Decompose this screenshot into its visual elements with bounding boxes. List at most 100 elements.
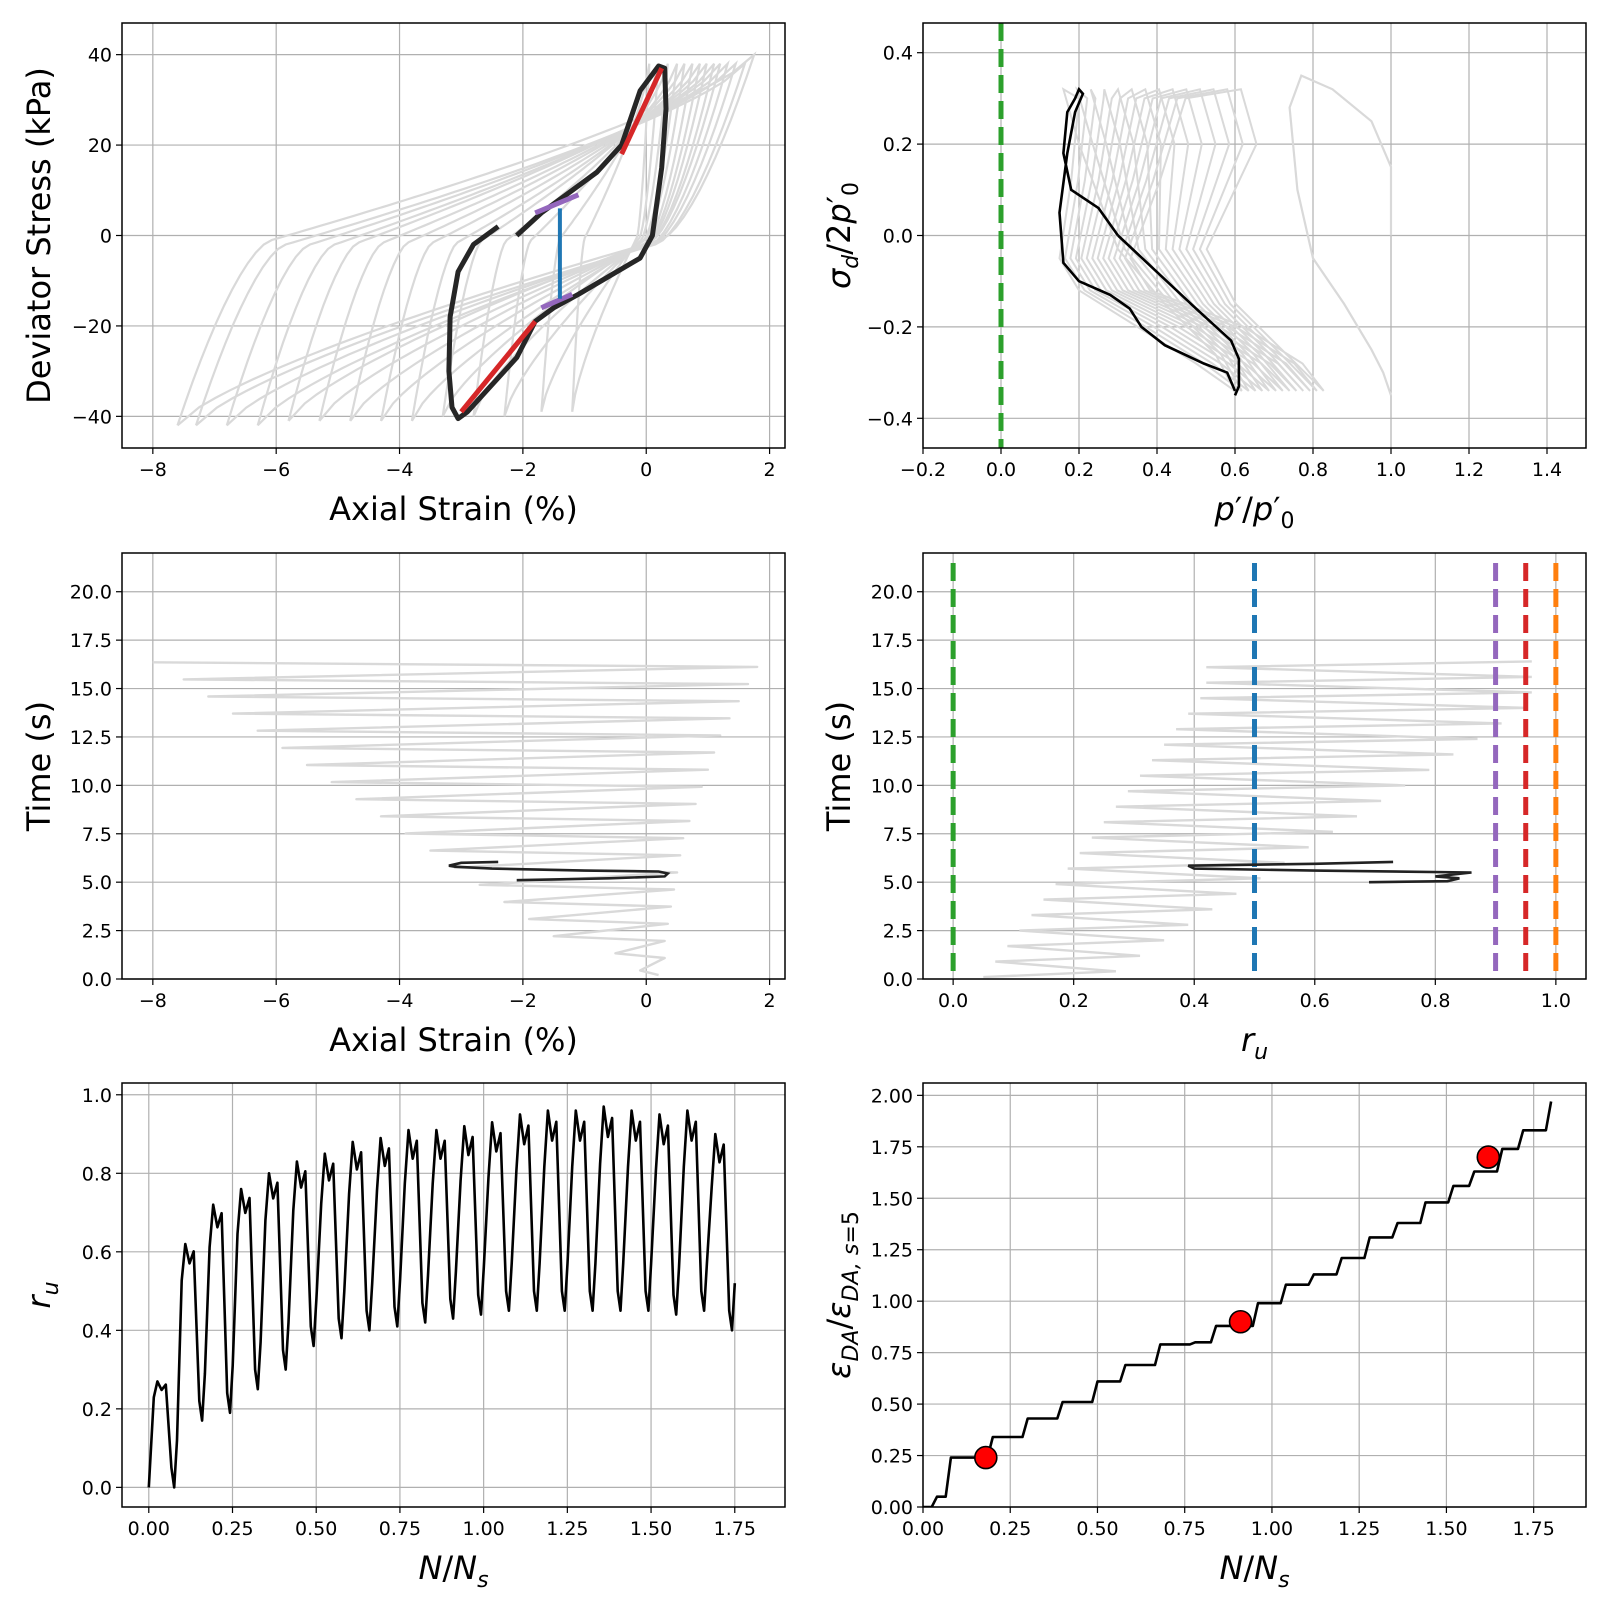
highlight-ru-history xyxy=(1187,860,1472,884)
background-loop xyxy=(571,63,651,412)
background-stress-path xyxy=(1102,88,1291,392)
p6-y-tick-label: 2.00 xyxy=(871,1085,913,1107)
background-strain-history xyxy=(152,661,759,977)
p2-y-tick-label: 0.0 xyxy=(883,226,913,248)
p6-x-tick-label: 1.00 xyxy=(1251,1518,1293,1540)
p2-y-tick-label: 0.2 xyxy=(883,134,913,156)
p4-y-tick-label: 0.0 xyxy=(883,969,913,991)
p2-y-tick-label: −0.4 xyxy=(867,408,913,430)
background-stress-path xyxy=(1118,88,1311,392)
p3-x-tick-label: −4 xyxy=(386,990,414,1012)
p3-x-tick-label: 0 xyxy=(640,990,652,1012)
p3-y-tick-label: 0.0 xyxy=(82,969,112,991)
stress-path-panel: −0.2 0.0 0.2 0.4 0.6 0.8 1.0 1.2 1.4 −0.4 −0.2 0.0 0… xyxy=(820,22,1587,534)
panel-1-data xyxy=(176,51,757,427)
p4-x-tick-label: 0.6 xyxy=(1300,990,1330,1012)
p3-y-tick-label: 5.0 xyxy=(82,872,112,894)
p2-y-tick-label: −0.2 xyxy=(867,317,913,339)
background-loop xyxy=(225,60,738,427)
p6-y-tick-label: 0.50 xyxy=(871,1394,913,1416)
p5-x-tick-label: 1.50 xyxy=(630,1518,672,1540)
highlight-loop xyxy=(446,63,669,422)
p5-x-tick-label: 0.00 xyxy=(128,1518,170,1540)
panel-6-y-label: εDA/εDA, s=5 xyxy=(820,1211,864,1379)
marker-point xyxy=(974,1445,998,1470)
p5-y-tick-label: 0.2 xyxy=(82,1399,112,1421)
panel-4-ticks: 0.0 0.2 0.4 0.6 0.8 1.0 0.0 2.5 5.0 7.5 10.0 12.5 15… xyxy=(871,582,1571,1012)
background-loop xyxy=(256,59,730,427)
p6-y-tick-label: 1.25 xyxy=(871,1240,913,1262)
p6-x-tick-label: 0.00 xyxy=(902,1518,944,1540)
p2-x-tick-label: 0.4 xyxy=(1142,459,1172,481)
background-stress-path xyxy=(1123,88,1318,392)
background-stress-path xyxy=(1069,88,1250,392)
background-loop xyxy=(410,63,694,422)
panel-3-data xyxy=(152,661,759,977)
p6-y-tick-label: 1.75 xyxy=(871,1137,913,1159)
p4-y-tick-label: 17.5 xyxy=(871,630,913,652)
p4-y-tick-label: 15.0 xyxy=(871,679,913,701)
background-loop xyxy=(441,63,686,417)
p4-x-tick-label: 0.2 xyxy=(1059,990,1089,1012)
first-cycle-path xyxy=(1288,74,1393,396)
time-vs-axial-strain-panel: −8 −6 −4 −2 0 20.02.55.07.510.012.515.017.520… xyxy=(20,552,786,1059)
background-loop xyxy=(503,63,669,417)
p1-x-tick-label: −8 xyxy=(139,459,167,481)
p5-x-tick-label: 0.50 xyxy=(295,1518,337,1540)
panel-5-x-label: N/Ns xyxy=(418,1549,488,1593)
p1-y-tick-label: 20 xyxy=(88,135,112,157)
p2-x-tick-label: 1.4 xyxy=(1532,459,1562,481)
ru-vs-cycles-panel: 0.00 0.25 0.50 0.75 1.00 1.25 1.50 1.75 0.0 0.2 0.… xyxy=(20,1082,786,1593)
p1-x-tick-label: −6 xyxy=(262,459,290,481)
p2-x-tick-label: 0.8 xyxy=(1298,459,1328,481)
double-amplitude-strain-vs-cycles-panel: 0.00 0.25 0.50 0.75 1.00 1.25 1.50 1.75 0.00 0.25… xyxy=(820,1082,1587,1593)
p2-x-tick-label: 1.0 xyxy=(1376,459,1406,481)
p5-x-tick-label: 1.75 xyxy=(714,1518,756,1540)
panel-5-ticks: 0.00 0.25 0.50 0.75 1.00 1.25 1.50 1.75 0.0 0.2 0.… xyxy=(82,1085,756,1540)
p3-y-tick-label: 2.5 xyxy=(82,921,112,943)
panel-2-y-label: σd/2p′0 xyxy=(820,182,864,289)
panel-6-data xyxy=(923,1101,1553,1507)
panel-2-x-label: p′/p′0 xyxy=(1214,490,1295,534)
panel-5-frame xyxy=(121,1082,786,1508)
p1-x-tick-label: 2 xyxy=(764,459,776,481)
p4-x-tick-label: 0.8 xyxy=(1420,990,1450,1012)
panel-4-y-label: Time (s) xyxy=(820,701,858,832)
background-stress-path xyxy=(1096,87,1284,392)
p2-x-tick-label: 0.2 xyxy=(1064,459,1094,481)
p6-x-tick-label: 1.75 xyxy=(1513,1518,1555,1540)
p6-x-tick-label: 0.75 xyxy=(1164,1518,1206,1540)
panel-3-x-label: Axial Strain (%) xyxy=(329,1021,578,1059)
p3-y-tick-label: 20.0 xyxy=(70,582,112,604)
panel-2-data xyxy=(998,23,1393,448)
panel-2-ticks: −0.2 0.0 0.2 0.4 0.6 0.8 1.0 1.2 1.4 −0.4 −0.2 0.0 0… xyxy=(867,43,1562,481)
p4-y-tick-label: 5.0 xyxy=(883,872,913,894)
panel-6-frame xyxy=(922,1082,1587,1508)
p3-y-tick-label: 7.5 xyxy=(82,824,112,846)
p5-y-tick-label: 0.8 xyxy=(82,1163,112,1185)
p4-y-tick-label: 20.0 xyxy=(871,582,913,604)
purple-segment xyxy=(540,292,574,311)
p5-y-tick-label: 0.6 xyxy=(82,1242,112,1264)
p5-x-tick-label: 1.00 xyxy=(462,1518,504,1540)
p1-y-tick-label: −20 xyxy=(72,316,112,338)
p2-x-tick-label: −0.2 xyxy=(900,459,946,481)
p4-x-tick-label: 0.0 xyxy=(938,990,968,1012)
panel-6-x-label: N/Ns xyxy=(1219,1549,1289,1593)
red-segment xyxy=(619,67,664,156)
background-stress-path xyxy=(1113,88,1305,392)
panel-6-ticks: 0.00 0.25 0.50 0.75 1.00 1.25 1.50 1.75 0.00 0.25… xyxy=(871,1085,1555,1540)
panel-4-x-label: ru xyxy=(1241,1021,1268,1065)
highlight-stress-path-return xyxy=(1117,234,1241,396)
background-loop xyxy=(287,62,722,422)
panel-3-y-label: Time (s) xyxy=(20,701,58,832)
panel-3-ticks: −8 −6 −4 −2 0 20.02.55.07.510.012.515.017.520… xyxy=(70,582,776,1012)
p4-x-tick-label: 1.0 xyxy=(1541,990,1571,1012)
strain-ratio-step-line xyxy=(923,1101,1553,1507)
p2-x-tick-label: 0.6 xyxy=(1220,459,1250,481)
p3-x-tick-label: −6 xyxy=(262,990,290,1012)
panel-1-x-label: Axial Strain (%) xyxy=(329,490,578,528)
panel-4-data xyxy=(950,563,1559,979)
